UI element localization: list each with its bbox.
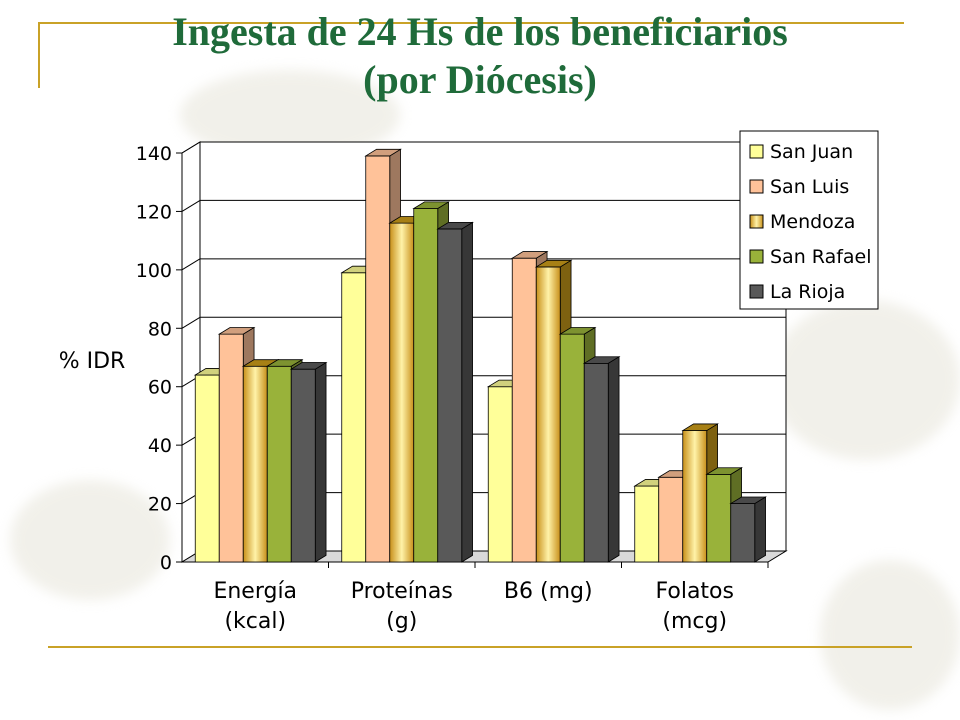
y-tick-label: 120 — [136, 201, 172, 223]
bar-top — [534, 259, 573, 268]
bar-top — [364, 148, 402, 157]
background-texture — [770, 300, 960, 460]
bar-top — [729, 496, 767, 504]
y-tick-label: 20 — [148, 494, 172, 516]
y-tick-label: 100 — [136, 260, 172, 282]
background-texture — [820, 560, 960, 710]
bar — [194, 374, 220, 563]
slide-title: Ingesta de 24 Hs de los beneficiarios (p… — [0, 8, 960, 104]
y-tick-label: 0 — [160, 552, 172, 574]
slide-title-line-2: (por Diócesis) — [363, 57, 597, 102]
bar — [706, 473, 732, 563]
bar — [658, 476, 684, 563]
bar-side — [314, 361, 327, 563]
frame-rule-left — [38, 22, 40, 88]
bar-top — [558, 327, 597, 335]
category-label: Proteínas — [351, 579, 453, 604]
category-label: (g) — [386, 609, 417, 634]
bar — [218, 333, 244, 563]
legend-label: La Rioja — [770, 281, 845, 303]
category-label: Folatos — [656, 579, 734, 604]
slide-title-line-1: Ingesta de 24 Hs de los beneficiarios — [172, 9, 788, 54]
gridline — [181, 316, 201, 329]
bar-side — [754, 496, 766, 563]
bar — [365, 155, 391, 563]
legend-label: San Juan — [770, 141, 853, 163]
bar — [266, 365, 292, 563]
y-axis-label: % IDR — [59, 349, 126, 374]
legend-swatch — [749, 284, 764, 299]
legend-swatch — [749, 144, 764, 159]
bar-top — [510, 251, 549, 259]
legend-swatch — [749, 249, 764, 264]
frame-rule-bottom — [48, 646, 912, 648]
bar — [583, 362, 609, 563]
bar — [682, 430, 708, 563]
bar — [413, 208, 439, 563]
bar — [341, 272, 367, 563]
gridline — [181, 200, 201, 212]
bar — [535, 266, 561, 563]
bar-top — [705, 467, 743, 475]
gridline — [181, 258, 201, 271]
y-tick-label: 60 — [148, 377, 172, 399]
bar — [730, 503, 756, 563]
bar-top — [265, 359, 304, 367]
bar-side — [461, 221, 473, 563]
legend-label: Mendoza — [770, 211, 855, 233]
bar-top — [289, 362, 328, 370]
category-label: Energía — [213, 579, 297, 604]
bar — [389, 222, 415, 563]
category-label: B6 (mg) — [504, 579, 593, 604]
bar — [437, 228, 463, 563]
y-tick-label: 80 — [148, 318, 172, 340]
bar — [290, 368, 316, 563]
gridline — [181, 141, 201, 154]
category-label: (kcal) — [224, 609, 286, 634]
bar-top — [436, 221, 474, 230]
legend-swatch — [749, 179, 764, 194]
bar — [242, 365, 268, 563]
category-label: (mcg) — [662, 609, 727, 634]
bar-top — [412, 201, 450, 209]
legend-label: San Luis — [770, 176, 849, 198]
bar-top — [217, 327, 256, 335]
bar — [634, 485, 660, 563]
y-tick-label: 40 — [148, 435, 172, 457]
bar-side — [607, 356, 620, 563]
y-tick-label: 140 — [136, 143, 172, 165]
bar — [487, 386, 513, 563]
bar — [559, 333, 585, 563]
bar-top — [582, 356, 621, 364]
background-texture — [10, 480, 170, 600]
bar — [511, 257, 537, 563]
bar-top — [681, 423, 719, 431]
legend-label: San Rafael — [770, 246, 872, 268]
frame-rule-top — [38, 22, 904, 24]
legend-swatch — [749, 214, 764, 229]
